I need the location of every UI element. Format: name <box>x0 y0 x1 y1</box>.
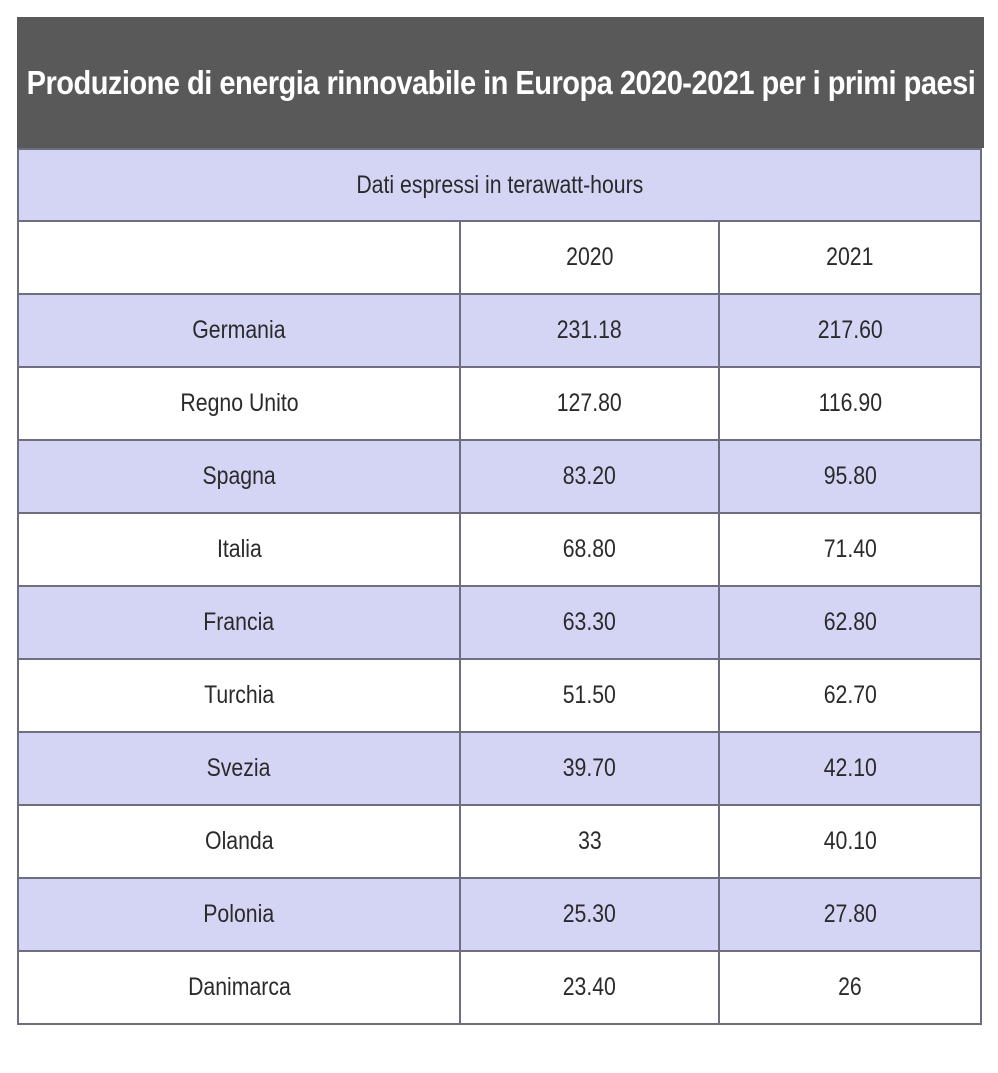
country-text: Svezia <box>207 754 271 782</box>
value-2020-cell: 39.70 <box>459 731 720 806</box>
table-row: Polonia 25.30 27.80 <box>17 877 983 952</box>
value-2020-cell: 51.50 <box>459 658 720 733</box>
country-cell: Svezia <box>17 731 461 806</box>
country-text: Regno Unito <box>179 389 299 417</box>
country-text: Turchia <box>203 681 275 709</box>
table-row: Olanda 33 40.10 <box>17 804 983 879</box>
value-2021-cell: 27.80 <box>717 877 983 952</box>
header-cell-2020: 2020 <box>459 220 720 295</box>
country-cell: Turchia <box>17 658 461 733</box>
header-label: 2021 <box>826 243 874 271</box>
value-2021-cell: 71.40 <box>717 512 983 587</box>
country-cell: Olanda <box>17 804 461 879</box>
value-2020-text: 25.30 <box>562 900 617 928</box>
value-2020-text: 127.80 <box>557 389 622 417</box>
value-2020-cell: 68.80 <box>459 512 720 587</box>
country-cell: Danimarca <box>17 950 461 1025</box>
value-2021-text: 40.10 <box>823 827 877 855</box>
header-label: 2020 <box>565 243 614 271</box>
country-text: Italia <box>216 535 262 563</box>
country-text: Polonia <box>203 900 275 928</box>
value-2020-cell: 127.80 <box>459 366 720 441</box>
value-2020-text: 51.50 <box>562 681 617 709</box>
energy-table: Dati espressi in terawatt-hours 2020 202… <box>16 148 983 1025</box>
country-cell: Italia <box>17 512 461 587</box>
country-cell: Polonia <box>17 877 461 952</box>
value-2020-cell: 231.18 <box>459 293 720 368</box>
table-row: Italia 68.80 71.40 <box>17 512 983 587</box>
value-2020-text: 63.30 <box>562 608 617 636</box>
country-cell: Germania <box>17 293 461 368</box>
value-2021-text: 71.40 <box>823 535 877 563</box>
value-2020-text: 23.40 <box>562 973 617 1001</box>
subtitle: Dati espressi in terawatt-hours <box>356 170 644 199</box>
country-cell: Regno Unito <box>17 366 461 441</box>
country-cell: Spagna <box>17 439 461 514</box>
country-text: Francia <box>203 608 275 636</box>
value-2021-cell: 40.10 <box>717 804 983 879</box>
value-2021-cell: 62.70 <box>717 658 983 733</box>
value-2020-text: 33 <box>577 827 602 855</box>
country-text: Germania <box>192 316 286 344</box>
value-2021-text: 42.10 <box>823 754 877 782</box>
value-2020-cell: 63.30 <box>459 585 720 660</box>
value-2020-cell: 83.20 <box>459 439 720 514</box>
value-2020-text: 231.18 <box>557 316 622 344</box>
value-2021-text: 95.80 <box>823 462 877 490</box>
country-text: Olanda <box>204 827 274 855</box>
value-2021-cell: 42.10 <box>717 731 983 806</box>
subtitle-row: Dati espressi in terawatt-hours <box>16 148 983 222</box>
value-2021-cell: 26 <box>717 950 983 1025</box>
value-2020-text: 68.80 <box>562 535 617 563</box>
table-row: Francia 63.30 62.80 <box>17 585 983 660</box>
title-bar: Produzione di energia rinnovabile in Eur… <box>17 17 984 148</box>
value-2020-cell: 23.40 <box>459 950 720 1025</box>
country-cell: Francia <box>17 585 461 660</box>
value-2020-text: 83.20 <box>562 462 617 490</box>
table-row: Spagna 83.20 95.80 <box>17 439 983 514</box>
value-2020-cell: 25.30 <box>459 877 720 952</box>
value-2021-text: 116.90 <box>818 389 882 417</box>
table-row: Danimarca 23.40 26 <box>17 950 983 1025</box>
value-2021-text: 26 <box>838 973 862 1001</box>
table-title: Produzione di energia rinnovabile in Eur… <box>26 63 975 101</box>
value-2021-text: 62.70 <box>823 681 877 709</box>
value-2020-text: 39.70 <box>562 754 617 782</box>
value-2021-text: 217.60 <box>817 316 883 344</box>
table-row: Svezia 39.70 42.10 <box>17 731 983 806</box>
table-row: Regno Unito 127.80 116.90 <box>17 366 983 441</box>
value-2021-text: 62.80 <box>823 608 877 636</box>
value-2021-cell: 217.60 <box>717 293 983 368</box>
country-text: Danimarca <box>187 973 291 1001</box>
value-2020-cell: 33 <box>459 804 720 879</box>
header-row: 2020 2021 <box>17 220 983 295</box>
country-text: Spagna <box>202 462 276 490</box>
value-2021-text: 27.80 <box>823 900 877 928</box>
table-row: Germania 231.18 217.60 <box>17 293 983 368</box>
value-2021-cell: 95.80 <box>717 439 983 514</box>
table-row: Turchia 51.50 62.70 <box>17 658 983 733</box>
value-2021-cell: 116.90 <box>717 366 983 441</box>
header-cell-country <box>17 220 461 295</box>
header-cell-2021: 2021 <box>717 220 983 295</box>
value-2021-cell: 62.80 <box>717 585 983 660</box>
subtitle-cell: Dati espressi in terawatt-hours <box>16 148 983 222</box>
